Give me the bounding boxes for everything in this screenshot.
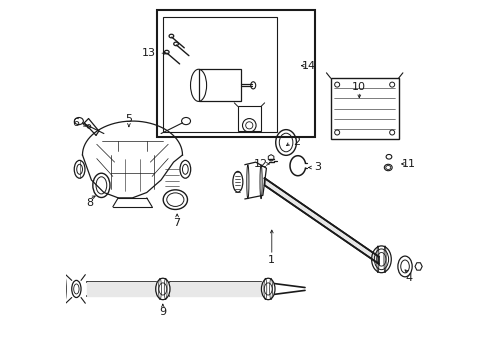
Text: 11: 11: [402, 159, 416, 169]
Text: 4: 4: [406, 273, 413, 283]
Text: 8: 8: [86, 198, 93, 208]
Bar: [163, 18, 277, 132]
Text: 12: 12: [254, 159, 268, 169]
Polygon shape: [265, 178, 379, 264]
Polygon shape: [170, 282, 261, 296]
Text: 5: 5: [125, 114, 132, 124]
Bar: [157, 10, 315, 137]
Bar: [198, 69, 242, 102]
Text: 14: 14: [302, 61, 316, 71]
Text: 6: 6: [72, 118, 79, 128]
Text: 13: 13: [142, 48, 156, 58]
Bar: [238, 107, 261, 131]
Bar: [331, 78, 398, 139]
Text: 10: 10: [352, 82, 367, 92]
Text: 3: 3: [315, 162, 321, 172]
Text: 9: 9: [159, 307, 167, 317]
Text: 2: 2: [293, 138, 300, 148]
Polygon shape: [87, 282, 156, 296]
Text: 1: 1: [269, 255, 275, 265]
Text: 7: 7: [173, 218, 181, 228]
